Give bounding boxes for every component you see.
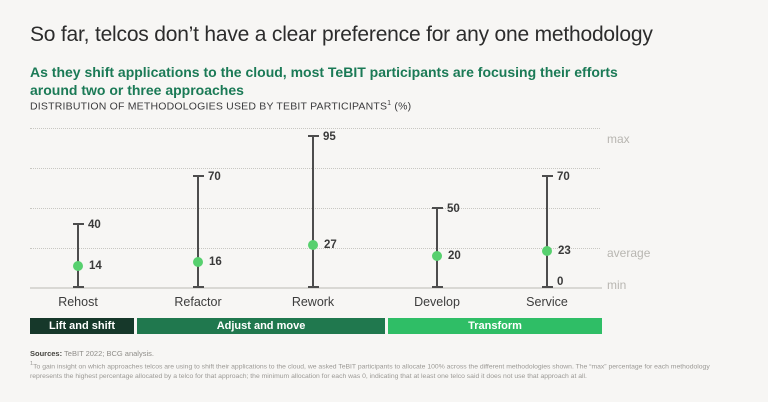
max-value-label: 40 <box>88 219 101 231</box>
page-subtitle: As they shift applications to the cloud,… <box>30 63 670 99</box>
average-dot <box>73 260 83 271</box>
min-cap <box>431 286 443 288</box>
average-value-label: 20 <box>448 250 461 262</box>
subtitle-line-1: As they shift applications to the cloud,… <box>30 64 618 80</box>
kicker-text: DISTRIBUTION OF METHODOLOGIES USED BY TE… <box>30 100 388 113</box>
sources-line: Sources: TeBIT 2022; BCG analysis. <box>30 349 154 358</box>
max-cap <box>192 175 204 177</box>
kicker-footnote-marker: 1 <box>387 100 392 107</box>
average-dot <box>432 251 442 261</box>
average-value-label: 27 <box>324 238 337 251</box>
whisker-line <box>77 224 79 287</box>
side-label-average: average <box>607 246 651 260</box>
group-bar-lift-and-shift: Lift and shift <box>30 318 134 334</box>
footnote: 1To gain insight on which approaches tel… <box>30 360 738 381</box>
max-cap <box>541 175 553 177</box>
min-value-label: 0 <box>557 276 564 288</box>
side-label-min: min <box>607 278 627 292</box>
sources-text: TeBIT 2022; BCG analysis. <box>62 349 154 358</box>
gridline-75 <box>30 167 600 169</box>
max-value-label: 70 <box>208 171 221 183</box>
group-bar-adjust-and-move: Adjust and move <box>137 318 385 334</box>
min-cap <box>541 286 553 288</box>
gridline-50 <box>30 207 600 209</box>
whisker-line <box>546 176 548 287</box>
min-cap <box>192 286 204 288</box>
group-bar-transform: Transform <box>388 318 602 334</box>
gridline-100 <box>30 127 600 129</box>
average-dot <box>308 239 318 250</box>
whisker-line <box>436 208 438 287</box>
average-value-label: 23 <box>558 245 571 258</box>
footnote-marker: 1 <box>30 361 34 367</box>
max-cap <box>72 223 84 225</box>
average-value-label: 16 <box>209 256 222 269</box>
average-value-label: 14 <box>89 259 102 272</box>
footnote-text: To gain insight on which approaches telc… <box>30 363 710 380</box>
sources-label: Sources: <box>30 349 63 358</box>
max-value-label: 50 <box>447 203 460 215</box>
average-dot <box>193 257 203 268</box>
whisker-line <box>197 176 199 287</box>
subtitle-line-2: around two or three approaches <box>30 82 244 98</box>
page-title: So far, telcos don’t have a clear prefer… <box>30 23 653 46</box>
average-dot <box>542 246 552 257</box>
max-cap <box>431 207 443 209</box>
max-cap <box>307 135 319 137</box>
kicker-unit: (%) <box>391 100 412 113</box>
min-cap <box>72 286 84 288</box>
x-axis-baseline <box>30 287 602 289</box>
chart-kicker: DISTRIBUTION OF METHODOLOGIES USED BY TE… <box>30 100 411 113</box>
category-label-refactor: Refactor <box>174 295 222 309</box>
category-label-develop: Develop <box>414 295 460 309</box>
category-label-rehost: Rehost <box>58 295 98 309</box>
min-cap <box>307 286 319 288</box>
category-label-rework: Rework <box>291 295 335 309</box>
category-label-service: Service <box>526 295 568 309</box>
max-value-label: 95 <box>323 131 336 143</box>
max-value-label: 70 <box>557 171 570 183</box>
whisker-line <box>312 136 314 287</box>
side-label-max: max <box>607 132 630 146</box>
